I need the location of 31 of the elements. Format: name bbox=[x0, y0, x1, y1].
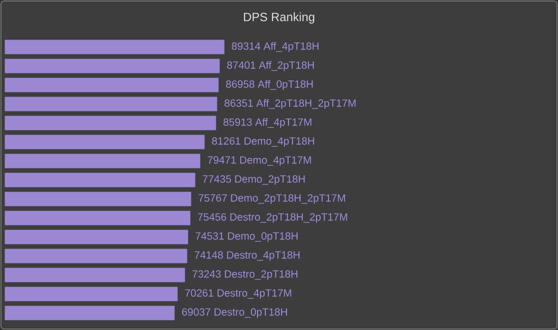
bar bbox=[4, 116, 216, 130]
bar bbox=[4, 58, 220, 74]
data-label: 86351 Aff_2pT18H_2pT17M bbox=[224, 99, 356, 109]
data-label: 79471 Demo_4pT17M bbox=[208, 156, 311, 166]
data-label: 89314 Aff_4pT18H bbox=[232, 42, 318, 52]
data-label: 87401 Aff_2pT18H bbox=[227, 61, 314, 71]
bar bbox=[4, 248, 188, 264]
bar bbox=[4, 134, 205, 150]
bar bbox=[4, 78, 219, 92]
data-label: 74531 Demo_0pT18H bbox=[196, 232, 298, 242]
data-label: 86958 Aff_0pT18H bbox=[226, 80, 313, 90]
text: DPS Ranking bbox=[244, 12, 314, 24]
bar bbox=[4, 154, 200, 168]
data-label: 75456 Destro_2pT18H_2pT17M bbox=[198, 213, 348, 223]
bar bbox=[4, 230, 188, 244]
data-label: 85913 Aff_4pT17M bbox=[224, 118, 312, 128]
data-label: 77435 Demo_2pT18H bbox=[202, 175, 305, 185]
data-label: 75767 Demo_2pT18H_2pT17M bbox=[198, 194, 345, 204]
data-label: 70261 Destro_4pT17M bbox=[185, 289, 292, 299]
bar bbox=[4, 286, 178, 302]
bar bbox=[4, 210, 190, 226]
data-label: 81261 Demo_4pT18H bbox=[212, 137, 314, 147]
bar bbox=[4, 40, 224, 54]
data-label: 69037 Destro_0pT18H bbox=[182, 308, 287, 318]
bar bbox=[4, 306, 175, 320]
bar bbox=[4, 172, 196, 188]
data-label: 73243 Destro_2pT18H bbox=[192, 270, 298, 280]
bar bbox=[4, 268, 185, 282]
data-label: 74148 Destro_4pT18H bbox=[194, 251, 300, 261]
bar bbox=[4, 96, 218, 112]
bar bbox=[4, 192, 192, 206]
